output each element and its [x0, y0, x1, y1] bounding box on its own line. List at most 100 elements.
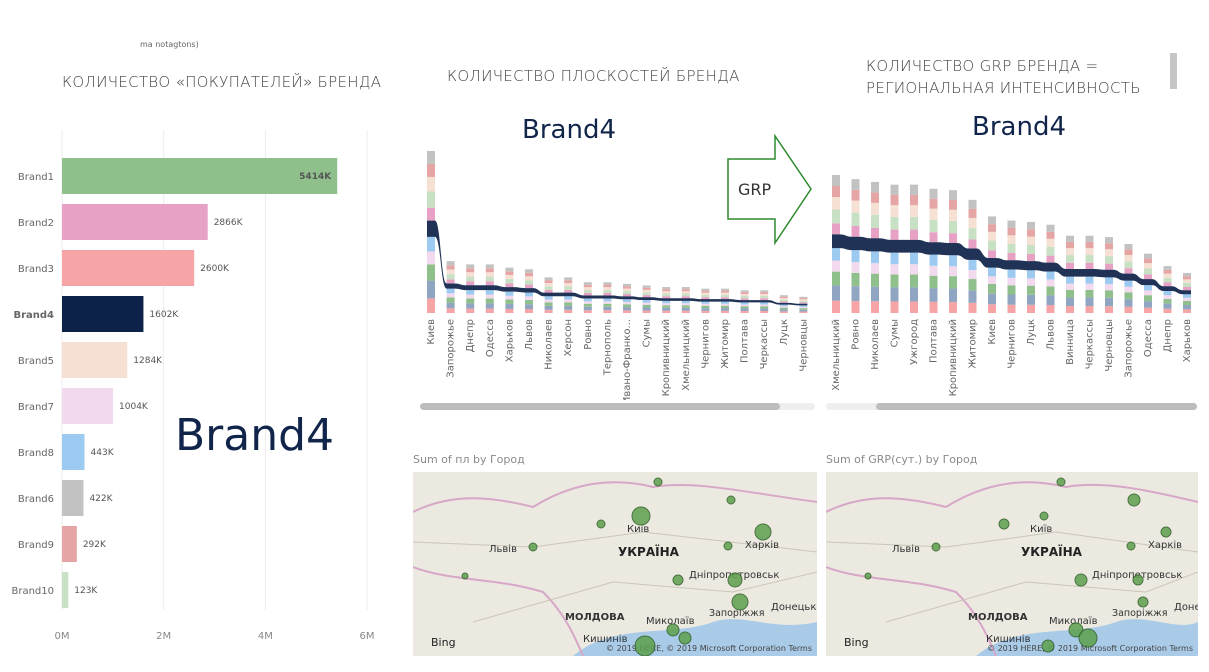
stack-segment: [740, 308, 749, 311]
stack-segment: [832, 285, 840, 301]
stack-segment: [1144, 253, 1152, 259]
stack-segment: [623, 299, 631, 302]
stack-segment: [1105, 249, 1113, 257]
stack-segment: [681, 307, 690, 311]
stack-segment: [968, 290, 977, 303]
stack-segment: [1085, 262, 1094, 269]
stack-segment: [1066, 306, 1074, 313]
stack-segment: [1183, 276, 1191, 280]
grp-arrow-icon: [727, 133, 812, 246]
stack-segment: [623, 283, 631, 287]
stack-segment: [832, 209, 840, 224]
stack-segment: [505, 283, 514, 288]
data-label: 5414K: [299, 172, 332, 182]
x-category-label: Днепр: [465, 319, 476, 352]
stack-segment: [1046, 286, 1055, 296]
stack-segment: [890, 301, 899, 313]
stack-segment: [721, 303, 729, 306]
stack-segment: [427, 236, 435, 252]
stack-segment: [949, 200, 957, 210]
stack-segment: [740, 304, 749, 307]
stack-segment: [1144, 285, 1152, 291]
stack-segment: [929, 219, 938, 233]
stack-segment: [544, 296, 553, 300]
stack-segment: [968, 239, 977, 249]
stack-segment: [427, 251, 435, 265]
x-category-label: Николаев: [544, 319, 555, 370]
bar: [62, 572, 69, 608]
x-category-label: Черкассы: [1085, 319, 1096, 369]
city-bubble: [864, 572, 872, 580]
bar: [62, 250, 195, 286]
kyiv-label: Київ: [1030, 524, 1052, 535]
stack-segment: [721, 288, 729, 291]
map-surfaces-by-city[interactable]: УКРАЇНАМОЛДОВАКиївЛьвівХарківДніпропетро…: [413, 472, 817, 656]
panel2-scrollbar[interactable]: [420, 403, 815, 410]
panel3-scroll-thumb[interactable]: [876, 403, 1197, 410]
stack-segment: [485, 264, 494, 269]
stack-segment: [929, 198, 938, 209]
x-tick-label: 2M: [156, 631, 171, 642]
stack-segment: [988, 240, 996, 251]
stack-segment: [427, 298, 435, 313]
panel3-scroll-indicator[interactable]: [1170, 53, 1177, 89]
city-bubble: [1056, 477, 1066, 487]
stack-segment: [623, 301, 631, 305]
stack-segment: [1183, 304, 1191, 310]
x-category-label: Сумы: [642, 319, 653, 347]
stack-segment: [1085, 306, 1094, 313]
country-label: УКРАЇНА: [1021, 544, 1083, 559]
stack-segment: [1124, 261, 1133, 269]
stack-segment: [544, 277, 553, 281]
stack-segment: [1144, 268, 1152, 275]
stack-segment: [949, 209, 957, 221]
panel3-scrollbar[interactable]: [826, 403, 1197, 410]
city-bubble: [672, 574, 684, 586]
x-category-label: Хмельницкий: [831, 319, 842, 391]
stack-segment: [564, 305, 573, 310]
stack-segment: [525, 296, 533, 300]
stack-segment: [851, 300, 860, 313]
category-label: Brand7: [18, 402, 54, 413]
bar: [62, 342, 128, 378]
data-label: 123K: [74, 586, 98, 596]
panel1-overlay-label: Brand4: [175, 410, 335, 461]
city-bubble: [723, 541, 733, 551]
stack-segment: [1105, 256, 1113, 264]
stack-segment: [642, 289, 651, 293]
stack-segment: [1183, 300, 1191, 305]
stack-segment: [1105, 290, 1113, 298]
stack-segment: [427, 264, 435, 281]
data-label: 1602K: [149, 310, 179, 320]
stack-segment: [968, 259, 977, 270]
lviv-label: Львів: [892, 543, 920, 555]
stack-segment: [721, 305, 729, 309]
bar: [62, 434, 85, 470]
stack-segment: [1046, 271, 1055, 280]
stack-segment: [740, 306, 749, 309]
stack-segment: [1066, 283, 1074, 290]
stack-segment: [949, 233, 957, 243]
stack-segment: [485, 308, 494, 313]
stack-segment: [681, 300, 690, 304]
road: [472, 571, 817, 623]
category-label: Brand5: [18, 356, 54, 367]
stack-segment: [1007, 252, 1016, 261]
stack-segment: [446, 297, 455, 303]
stack-segment: [525, 292, 533, 297]
panel2-title: КОЛИЧЕСТВО ПЛОСКОСТЕЙ БРЕНДА: [447, 67, 740, 85]
stack-segment: [701, 303, 710, 306]
panel2-scroll-thumb[interactable]: [420, 403, 780, 410]
stack-segment: [583, 298, 592, 302]
city-bubble: [653, 477, 663, 487]
stack-segment: [603, 289, 612, 293]
stack-segment: [779, 301, 788, 303]
grp-arrow-label: GRP: [738, 180, 772, 199]
stack-segment: [890, 205, 899, 217]
kyiv-label: Київ: [627, 524, 649, 535]
stack-segment: [1046, 238, 1055, 247]
stack-segment: [505, 271, 514, 275]
stack-segment: [949, 266, 957, 277]
stack-segment: [910, 274, 918, 288]
map-grp-by-city[interactable]: УКРАЇНАМОЛДОВАКиївЛьвівХарківДніпропетро…: [826, 472, 1198, 656]
